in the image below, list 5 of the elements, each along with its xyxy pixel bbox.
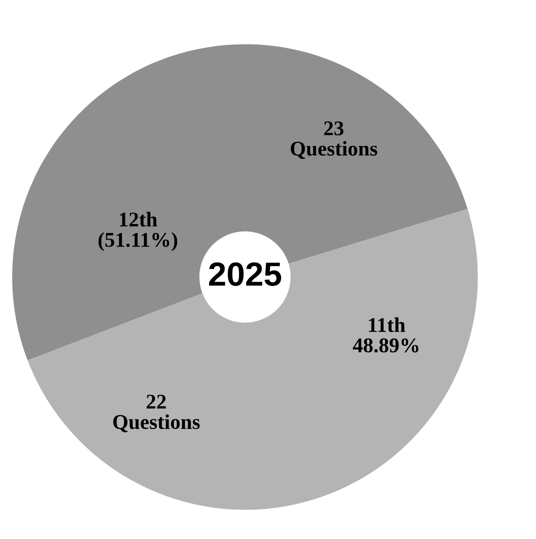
slice-label: 11th 48.89% <box>352 317 418 353</box>
text: 2025 <box>209 262 282 286</box>
slice-label: 12th (51.11%) <box>98 212 178 252</box>
data-label: 22 Questions <box>113 394 200 432</box>
data-label: 23 Questions <box>290 121 378 159</box>
